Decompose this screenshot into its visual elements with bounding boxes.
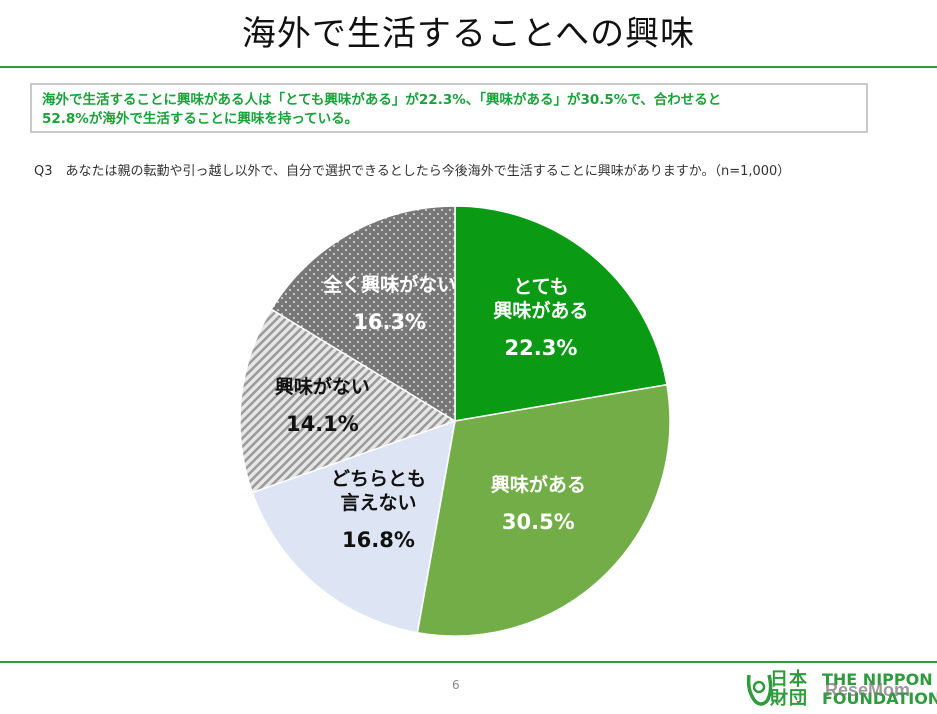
slice-value-4: 16.3% xyxy=(353,310,426,334)
logo-en-line1: THE NIPPON xyxy=(822,670,933,689)
slice-value-1: 30.5% xyxy=(502,510,575,534)
slice-label-2-line-0: どちらとも xyxy=(331,468,426,490)
question-text: Q3 あなたは親の転勤や引っ越し以外で、自分で選択できるとしたら今後海外で生活す… xyxy=(34,164,791,179)
logo-emblem-icon xyxy=(746,674,773,706)
pie-slice-0 xyxy=(454,205,668,422)
pie-slice-4 xyxy=(270,205,456,423)
slice-label-2-line-1: 言えない xyxy=(340,491,416,514)
logo-jp-line2: 財団 xyxy=(770,688,808,709)
title-divider xyxy=(0,66,937,68)
slice-label-0-line-0: とても xyxy=(513,276,568,298)
slice-label-4-line-0: 全く興味がない xyxy=(322,273,456,296)
summary-line-1: 海外で生活することに興味がある人は「とても興味がある」が22.3%、「興味がある… xyxy=(42,92,722,108)
summary-line-2: 52.8%が海外で生活することに興味を持っている。 xyxy=(42,111,359,127)
logo-jp-line1: 日本 xyxy=(770,669,808,690)
pie-slice-2 xyxy=(251,419,456,634)
logo-en-line2: FOUNDATION xyxy=(822,689,937,708)
slice-value-3: 14.1% xyxy=(286,412,359,436)
watermark: ReseMom xyxy=(825,680,911,700)
pie-slice-3 xyxy=(239,308,457,494)
summary-box: 海外で生活することに興味がある人は「とても興味がある」が22.3%、「興味がある… xyxy=(30,83,868,133)
logo-english: THE NIPPON FOUNDATION xyxy=(822,670,937,708)
slice-label-3-line-0: 興味がない xyxy=(275,375,370,398)
pie-slice-1 xyxy=(416,383,671,637)
slice-value-0: 22.3% xyxy=(505,336,578,360)
nippon-foundation-logo xyxy=(746,674,773,706)
logo-japanese: 日本 財団 xyxy=(770,670,822,708)
slice-label-1-line-0: 興味がある xyxy=(491,473,586,496)
footer-divider xyxy=(0,661,937,663)
page-number: 6 xyxy=(452,678,460,692)
slice-label-0-line-1: 興味がある xyxy=(493,299,588,322)
slice-value-2: 16.8% xyxy=(342,528,415,552)
page-title: 海外で生活することへの興味 xyxy=(241,14,696,54)
